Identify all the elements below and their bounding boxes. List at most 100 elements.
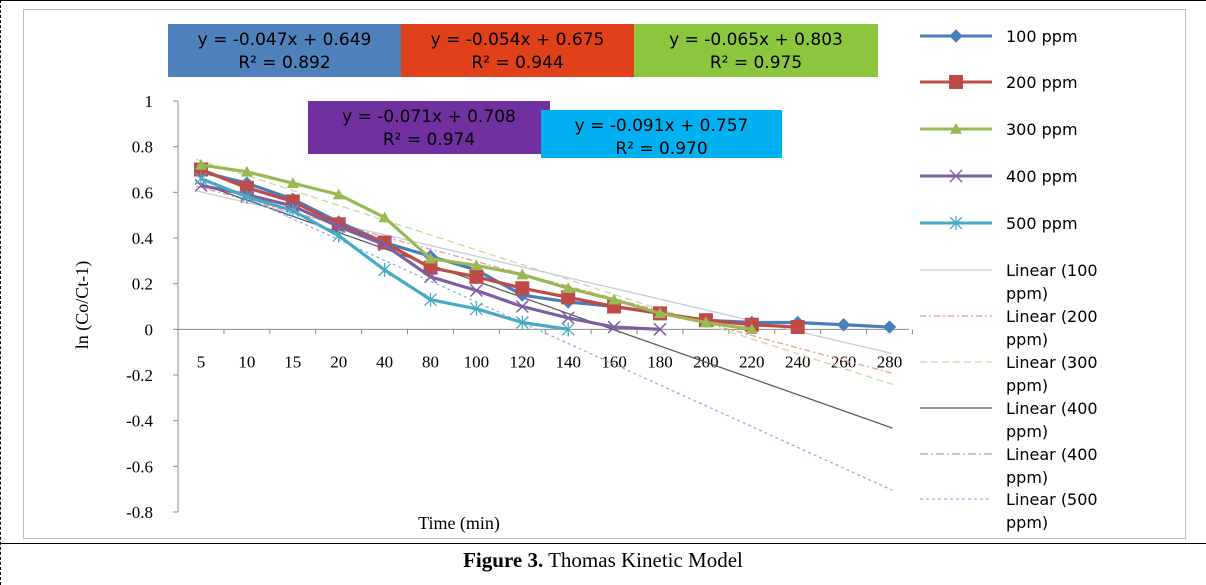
marker-x [332, 220, 346, 234]
y-tick-label: 0.8 [132, 138, 153, 157]
x-tick-label: 40 [376, 352, 393, 371]
legend: 100 ppm 200 ppm 300 ppm 400 ppm 500 ppm Linea… [920, 27, 1098, 532]
equation-box-bg [634, 24, 878, 77]
equation-box: y = -0.065x + 0.803 R² = 0.975 [634, 24, 878, 77]
legend-item: 100 ppm [920, 27, 1078, 46]
legend-item: Linear (300 ppm) [920, 353, 1098, 395]
series-line [200, 177, 569, 331]
y-tick-label: -0.6 [126, 457, 153, 476]
marker-triangle [654, 307, 666, 319]
marker-triangle [562, 282, 575, 294]
marker-x [607, 320, 621, 334]
marker-square [469, 269, 484, 284]
marker-star [286, 203, 300, 218]
thomas-kinetic-chart: 1 0.8 0.6 0.4 0.2 0 -0.2 -0.4 -0.6 -0.8 5 10 15 20 40 8… [72, 24, 1098, 534]
marker-star [332, 228, 346, 243]
axes: 1 0.8 0.6 0.4 0.2 0 -0.2 -0.4 -0.6 -0.8 5 10 15 20 40 8… [126, 92, 913, 522]
marker-x-stroke [378, 238, 392, 252]
y-tick-label: 0.6 [132, 183, 153, 202]
y-tick-label: 1 [145, 92, 154, 111]
marker-diamond [949, 29, 963, 43]
equation-box-bg [168, 24, 401, 77]
equation-text: y = -0.047x + 0.649 [198, 30, 372, 50]
legend-label: Linear (400 [1006, 399, 1098, 418]
marker-x-stroke [561, 311, 575, 325]
marker-x [378, 238, 392, 252]
marker-diamond [882, 320, 897, 334]
marker-x-stroke [423, 270, 438, 284]
marker-x-stroke [469, 283, 483, 298]
marker-x [515, 299, 529, 314]
equation-box: y = -0.047x + 0.649 R² = 0.892 [168, 24, 401, 77]
x-tick-label: 80 [422, 352, 439, 371]
legend-label-continued: ppm) [1006, 422, 1048, 441]
marker-x [561, 311, 575, 325]
marker-triangle [608, 293, 621, 305]
r-squared-text: R² = 0.975 [710, 53, 802, 73]
legend-label-continued: ppm) [1006, 376, 1048, 395]
series-line [200, 170, 890, 329]
equation-box: y = -0.054x + 0.675 R² = 0.944 [401, 24, 634, 77]
data-series [194, 158, 897, 337]
equation-text: y = -0.054x + 0.675 [431, 30, 605, 50]
x-tick-label: 140 [555, 352, 581, 371]
equation-box-bg [401, 24, 634, 77]
marker-star [240, 189, 254, 204]
marker-triangle [240, 165, 253, 177]
legend-item: 300 ppm [920, 120, 1078, 139]
x-tick-label: 180 [647, 352, 673, 371]
equation-text: y = -0.091x + 0.757 [575, 116, 749, 136]
legend-label: 500 ppm [1006, 214, 1078, 233]
series-100-ppm [194, 165, 897, 334]
legend-item: 500 ppm [920, 214, 1078, 233]
legend-label-continued: ppm) [1006, 330, 1048, 349]
series-400-ppm [194, 178, 667, 336]
y-tick-label: 0.2 [132, 275, 153, 294]
figure-caption: Figure 3. Thomas Kinetic Model [0, 548, 1206, 573]
x-tick-label: 220 [739, 352, 765, 371]
legend-item: Linear (400 ppm) [920, 399, 1098, 441]
marker-triangle [195, 158, 207, 170]
trendline [195, 174, 893, 491]
legend-label: 400 ppm [1006, 167, 1078, 186]
x-tick-label: 20 [330, 352, 347, 371]
r-squared-text: R² = 0.944 [471, 53, 563, 73]
r-squared-text: R² = 0.970 [615, 139, 707, 159]
legend-label-continued: ppm) [1006, 284, 1048, 303]
equation-box-bg [541, 110, 782, 158]
marker-triangle [950, 123, 962, 134]
x-tick-label: 240 [785, 352, 811, 371]
marker-star [424, 292, 437, 307]
x-tick-label: 160 [601, 352, 627, 371]
y-tick-label: 0.4 [132, 229, 154, 248]
legend-item: Linear (400 ppm) [920, 445, 1098, 487]
series-300-ppm [195, 158, 758, 335]
marker-star [515, 315, 529, 330]
x-axis-label: Time (min) [418, 513, 500, 534]
legend-label: Linear (400 [1006, 445, 1098, 464]
marker-triangle [745, 323, 758, 335]
legend-label-continued: ppm) [1006, 468, 1048, 487]
figure-frame-left [0, 0, 1, 585]
y-tick-label: -0.2 [126, 366, 153, 385]
marker-square [790, 320, 805, 335]
legend-label: Linear (300 [1006, 353, 1098, 372]
marker-triangle [378, 211, 391, 223]
marker-square [949, 75, 963, 89]
x-tick-label: 15 [284, 352, 301, 371]
marker-star [469, 301, 483, 316]
equation-text: y = -0.065x + 0.803 [669, 30, 843, 50]
equation-box-bg [308, 101, 550, 154]
equation-box: y = -0.071x + 0.708 R² = 0.974 [308, 101, 550, 154]
x-tick-label: 5 [197, 352, 206, 371]
caption-text: Thomas Kinetic Model [548, 548, 743, 572]
marker-triangle [424, 252, 437, 264]
marker-triangle [470, 259, 483, 271]
caption-label: Figure 3. [463, 548, 544, 572]
equation-annotations: y = -0.047x + 0.649 R² = 0.892 y = -0.054x… [168, 24, 878, 159]
marker-star [378, 262, 392, 277]
marker-triangle [516, 268, 529, 280]
x-tick-label: 100 [464, 352, 490, 371]
marker-x-stroke [949, 169, 963, 183]
y-axis-label: ln (Co/Ct-1) [72, 261, 93, 350]
